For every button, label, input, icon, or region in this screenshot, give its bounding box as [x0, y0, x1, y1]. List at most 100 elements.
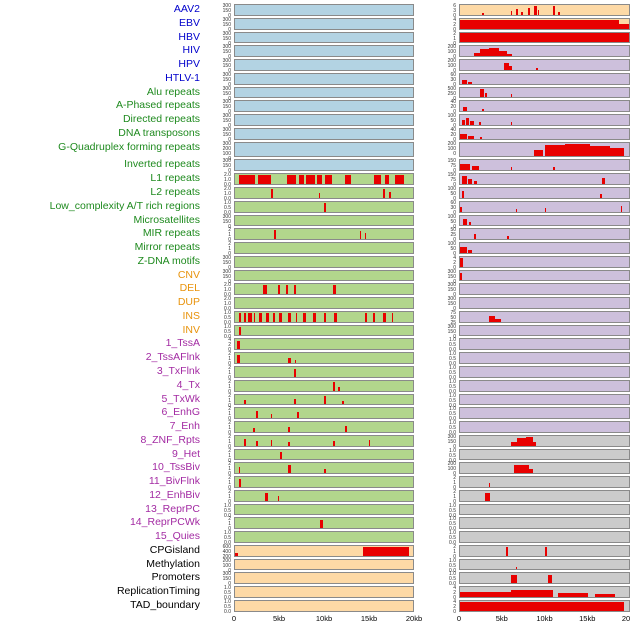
signal-bar — [243, 399, 246, 405]
y-tick-label: 1.0 — [449, 447, 456, 454]
signal-bar — [320, 520, 323, 529]
y-tick-label: 0 — [228, 251, 231, 258]
y-tick-label: 1.0 — [224, 287, 231, 294]
y-tick-label: 0 — [453, 237, 456, 244]
right-y-axis: 1.0 0.5 0.0 — [432, 337, 459, 353]
y-tick-label: 2 — [453, 543, 456, 550]
y-tick-label: 0 — [228, 526, 231, 533]
left-track-panel — [234, 544, 414, 557]
track-row: Inverted repeats 300 150 0 150 75 0 — [0, 158, 630, 174]
right-y-axis: 1.0 0.5 0.0 — [432, 503, 459, 518]
panel-gap — [414, 351, 432, 365]
y-tick-label: 0 — [228, 347, 231, 354]
left-y-axis: 300 150 0 — [202, 31, 234, 47]
right-track-panel — [459, 544, 630, 557]
left-track-panel — [234, 45, 414, 58]
signal-bar — [266, 312, 269, 322]
y-tick-label: 0.5 — [224, 328, 231, 335]
panel-gap — [414, 186, 432, 200]
signal-bar — [522, 464, 530, 474]
signal-bar — [558, 592, 589, 597]
row-label: INS — [182, 309, 200, 322]
left-y-axis: 2.0 1.0 0.0 — [202, 282, 234, 298]
y-tick-label: 0.5 — [449, 411, 456, 418]
signal-bar — [552, 166, 555, 171]
left-y-axis: 1.0 0.5 0.0 — [202, 200, 234, 215]
y-tick-label: 0 — [228, 40, 231, 47]
signal-bar — [461, 176, 467, 185]
right-y-axis: 150 75 0 — [432, 158, 459, 174]
y-tick-label: 0 — [228, 581, 231, 588]
right-y-axis: 1.0 0.5 0.0 — [432, 406, 459, 422]
signal-bar — [277, 496, 280, 501]
y-tick-label: 2 — [228, 420, 231, 427]
right-track-panel — [459, 379, 630, 392]
panel-gap — [414, 127, 432, 141]
y-tick-label: 600 — [222, 543, 231, 550]
right-track-panel — [459, 159, 630, 172]
signal-bar — [265, 492, 268, 501]
signal-bar — [495, 318, 501, 322]
y-tick-label: 1.0 — [449, 351, 456, 358]
panel-gap — [414, 379, 432, 393]
y-tick-label: 0 — [228, 81, 231, 88]
panel-gap — [414, 365, 432, 379]
row-label: DEL — [179, 282, 200, 295]
y-tick-label: 150 — [222, 131, 231, 138]
y-tick-label: 0.0 — [449, 540, 456, 547]
left-track-panel — [234, 599, 414, 612]
signal-bar — [470, 120, 474, 125]
panel-gap — [414, 44, 432, 58]
y-tick-label: 0.0 — [449, 388, 456, 395]
left-track-panel — [234, 4, 414, 16]
row-label: AAV2 — [173, 3, 200, 15]
signal-bar — [618, 24, 629, 29]
signal-bar — [382, 312, 386, 322]
right-track-panel — [459, 531, 630, 543]
left-track-panel — [234, 114, 414, 126]
y-tick-label: 100 — [447, 63, 456, 70]
track-row: L2 repeats 2.0 1.0 0.0 100 50 0 — [0, 186, 630, 202]
y-tick-label: 100 — [222, 150, 231, 157]
signal-bar — [620, 206, 623, 212]
y-tick-label: 0 — [228, 457, 231, 464]
signal-bar — [527, 8, 530, 15]
signal-bar — [279, 451, 282, 460]
left-track-panel — [234, 324, 414, 337]
left-track-panel — [234, 269, 414, 282]
panel-gap — [414, 324, 432, 338]
y-tick-label: 400 — [222, 548, 231, 555]
signal-bar — [525, 437, 533, 446]
signal-bar — [388, 191, 391, 198]
y-tick-label: 0.0 — [449, 361, 456, 368]
y-tick-label: 300 — [222, 44, 231, 51]
signal-bar — [318, 192, 321, 198]
y-tick-label: 2 — [228, 475, 231, 482]
track-row: INS 1.0 0.5 0.0 75 50 25 — [0, 309, 630, 325]
signal-bar — [270, 413, 273, 419]
signal-bar — [460, 602, 624, 611]
signal-bar — [363, 546, 410, 556]
left-track-panel — [234, 17, 414, 30]
track-row: HIV 300 150 0 200 100 0 — [0, 44, 630, 60]
signal-bar — [498, 50, 508, 57]
right-track-panel — [459, 407, 630, 420]
panel-gap — [414, 255, 432, 269]
signal-bar — [461, 190, 464, 198]
signal-bar — [552, 5, 555, 15]
signal-bar — [510, 94, 513, 98]
signal-bar — [544, 547, 548, 556]
y-tick-label: 0.5 — [224, 603, 231, 610]
x-tick-label: 10kb — [536, 614, 553, 623]
panel-gap — [414, 434, 432, 448]
right-track-panel — [459, 86, 630, 99]
track-row: HPV 300 150 0 200 100 0 — [0, 58, 630, 74]
